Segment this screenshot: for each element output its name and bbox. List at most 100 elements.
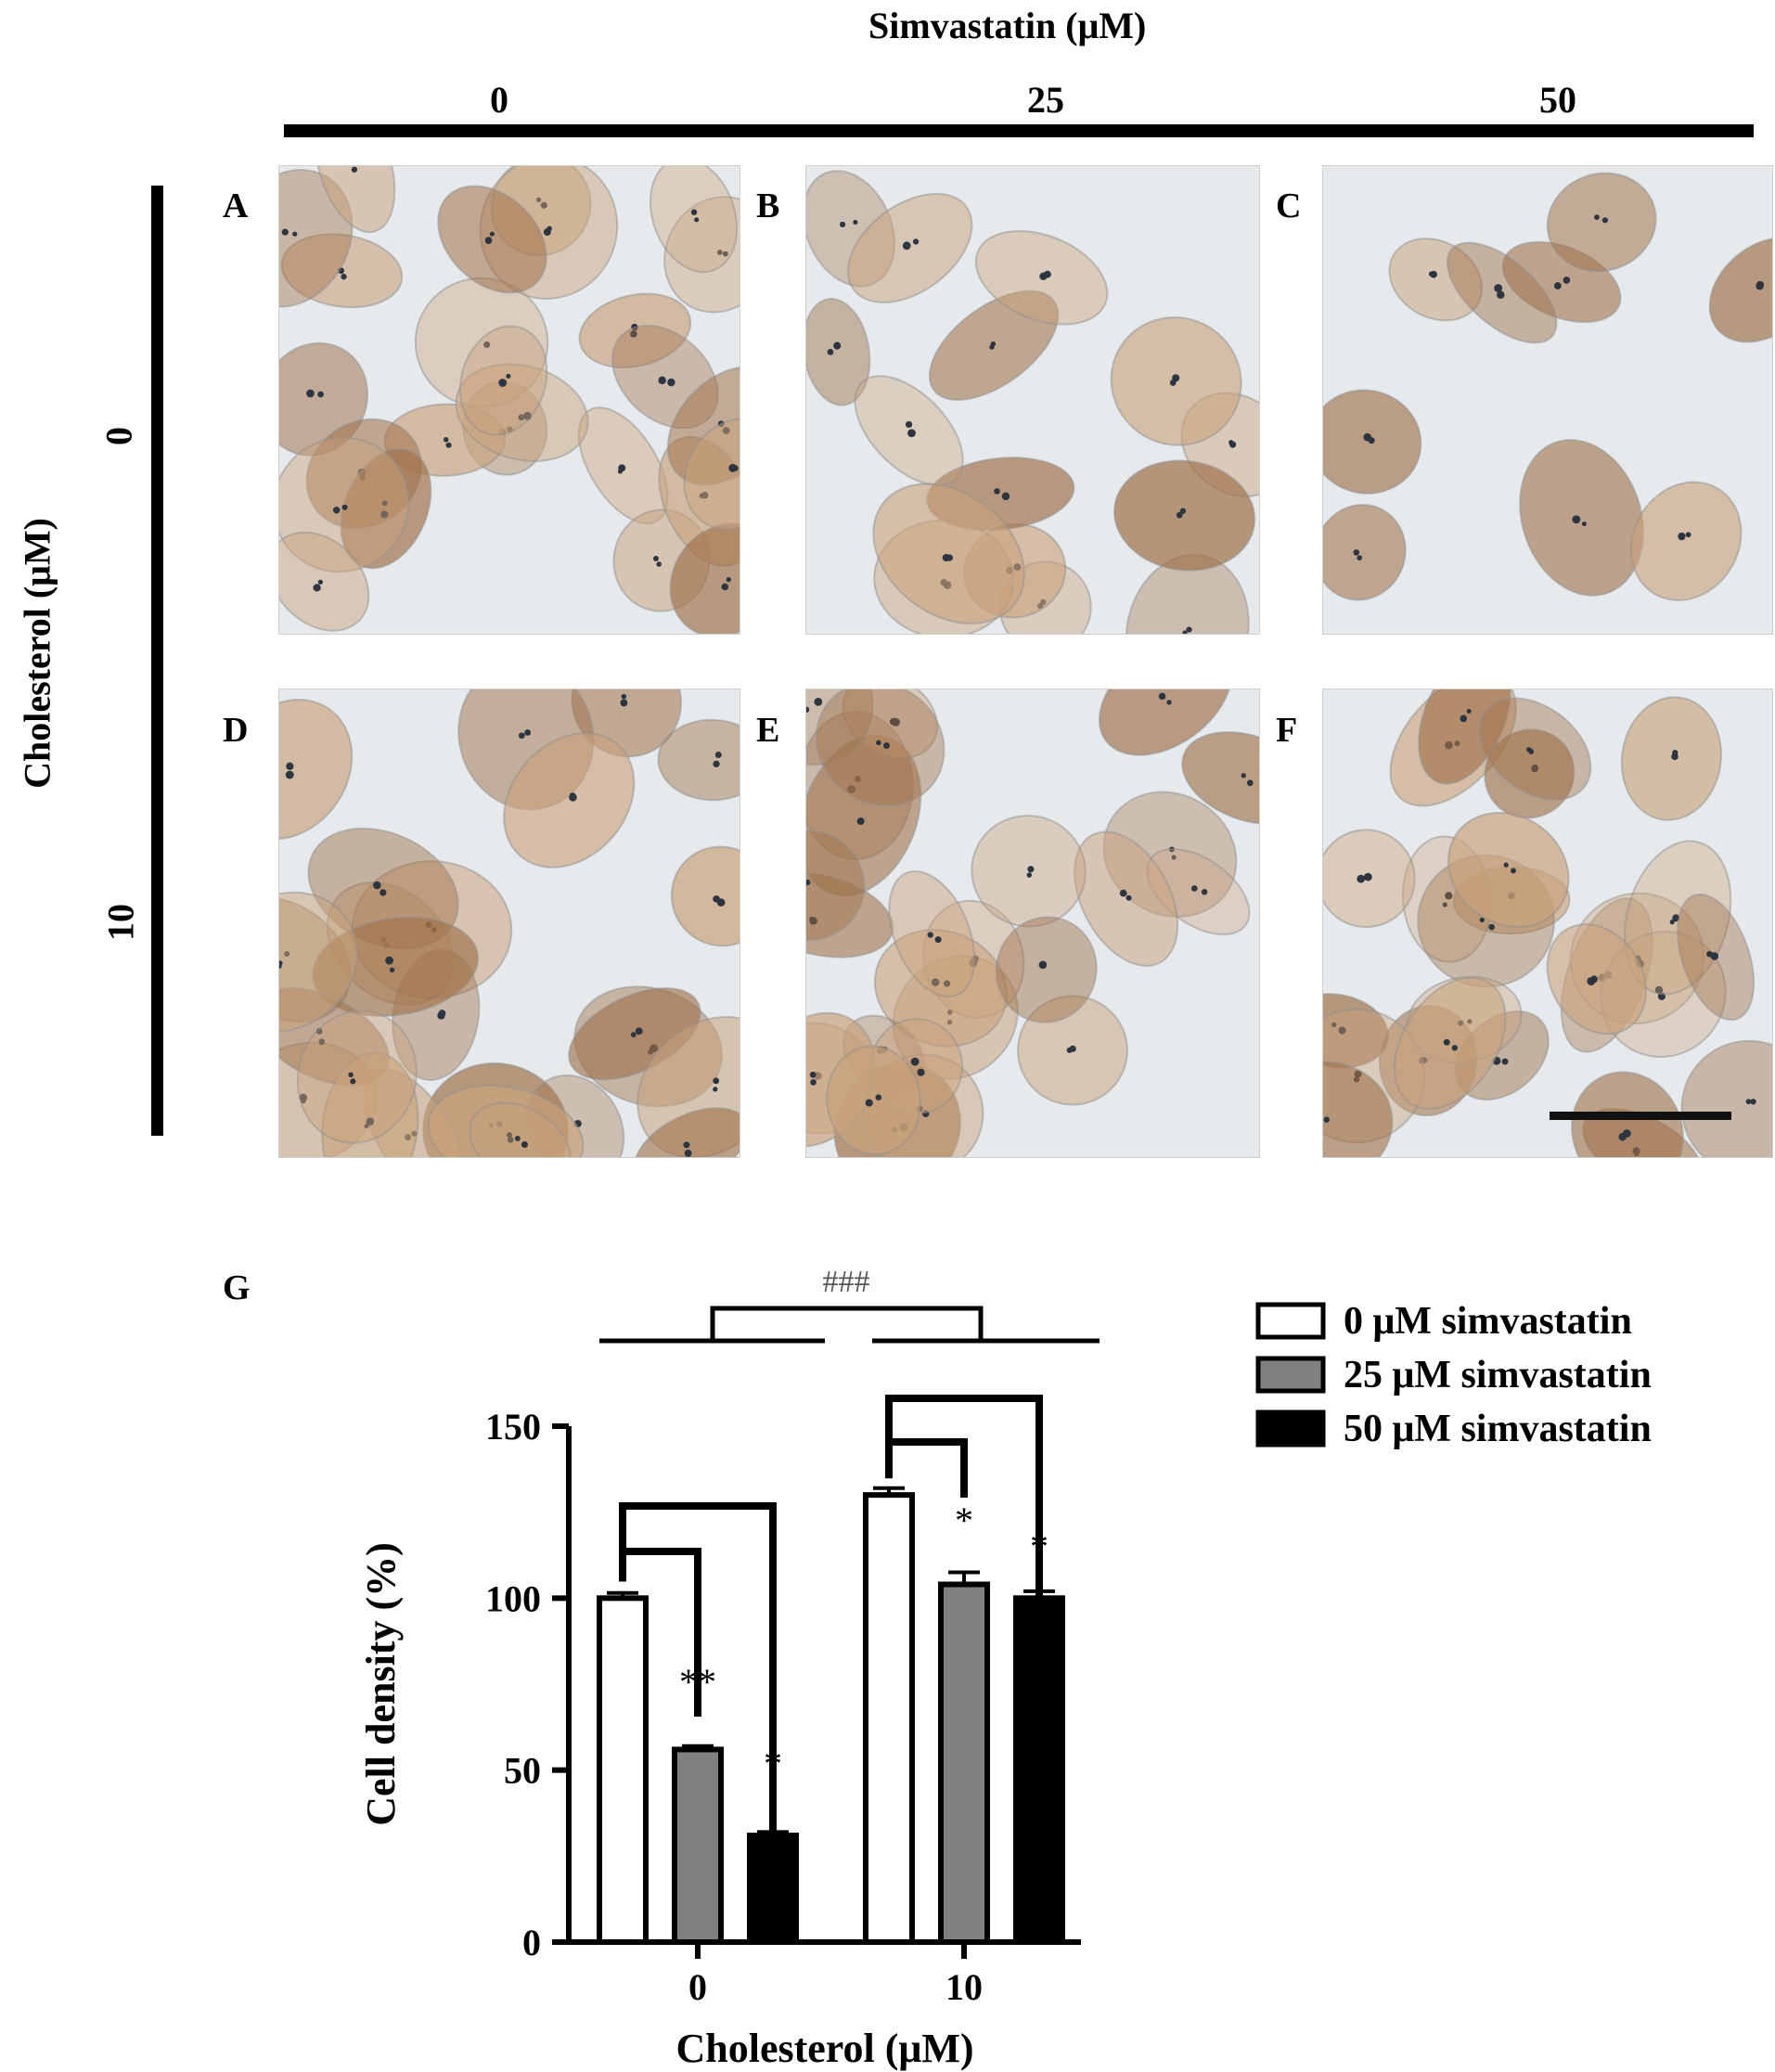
cell [1074,830,1179,967]
legend-label: 0 μM simvastatin [1344,1300,1632,1343]
cell [1181,730,1259,826]
group-significance-mark: ### [823,1265,870,1299]
nucleolus [690,209,698,215]
nucleolus [1563,277,1571,284]
nucleolus [445,442,452,448]
legend-label: 25 μM simvastatin [1344,1354,1652,1396]
nucleolus [713,1077,720,1085]
cell [872,483,1025,624]
bar [1013,1595,1065,1946]
nucleolus [934,936,942,944]
nucleolus [317,391,324,398]
nucleolus [518,414,525,421]
panel-letter-e: E [756,711,780,750]
cell [1484,728,1576,819]
y-tick-label: 150 [485,1406,541,1448]
nucleolus [1066,1047,1073,1053]
panel-letter-d: D [223,711,249,750]
nucleolus [484,237,493,244]
nucleolus [279,963,282,970]
nucleolus [917,1068,925,1076]
nucleolus [1685,532,1691,538]
nucleolus [617,469,623,474]
nucleolus [883,742,890,750]
cell [1447,811,1570,928]
column-label-25: 25 [1027,79,1064,121]
micrograph-texture [279,689,740,1157]
nucleolus [507,1132,512,1139]
nucleolus [1460,714,1467,723]
nucleolus [543,228,551,237]
significance-mark: ** [679,1661,716,1703]
micrograph-f [1322,689,1773,1158]
nucleolus [514,1136,521,1141]
nucleolus [927,932,933,938]
nucleolus [292,231,298,237]
nucleolus [635,1027,643,1036]
nucleolus [1531,764,1539,772]
cell [503,732,636,869]
nucleolus [1363,432,1372,442]
y-tick-label: 0 [522,1922,541,1963]
nucleolus [1338,1026,1346,1035]
nucleolus [716,250,723,255]
micrograph-texture [1323,166,1772,634]
nucleolus [856,817,865,825]
nucleolus [341,504,348,510]
cell [995,916,1098,1023]
nucleolus [1353,549,1360,556]
nucleolus [1601,217,1608,224]
cell [1629,481,1743,601]
micrograph-d [278,689,740,1158]
nucleolus [300,1098,306,1104]
nucleolus [1479,917,1485,922]
nucleolus [684,1149,692,1157]
cell [1546,172,1657,273]
cell [1620,696,1722,821]
nucleolus [1756,280,1765,290]
cell [1478,697,1592,801]
nucleolus [281,228,289,236]
nucleolus [942,554,950,562]
nucleolus [483,341,491,349]
nucleolus [498,379,508,387]
nucleolus [827,348,834,355]
cell [847,192,973,303]
cell [633,1107,740,1157]
nucleolus [1572,515,1581,524]
nucleolus [652,556,659,561]
legend-swatch [1255,1409,1326,1448]
nucleolus [1241,773,1246,779]
nucleolus [1594,214,1600,220]
nucleolus [620,699,628,707]
nucleolus [833,341,842,350]
nucleolus [1451,1045,1459,1051]
nucleolus [1158,692,1166,701]
cell [1708,237,1772,343]
nucleolus [806,879,811,885]
nucleolus [1179,508,1187,514]
nucleolus [722,251,728,257]
nucleolus [1166,700,1172,705]
micrograph-texture [1323,689,1772,1157]
nucleolus [313,584,321,592]
group-bracket [710,1306,984,1341]
nucleolus [1026,872,1033,878]
panel-letter-c: C [1276,187,1302,225]
nucleolus [1526,747,1532,753]
cell [683,418,740,531]
nucleolus [286,762,294,770]
nucleolus [713,894,720,903]
nucleolus [1501,1058,1509,1065]
cell [1519,439,1644,597]
nucleolus [317,579,323,585]
significance-bracket [885,1438,968,1498]
nucleolus [540,201,547,209]
nucleolus [1201,889,1208,895]
legend-label: 50 μM simvastatin [1344,1408,1652,1450]
nucleolus [1190,885,1198,892]
nucleolus [1443,1038,1450,1046]
x-axis-title: Cholesterol (μM) [675,2026,973,2071]
x-tick-label: 0 [688,1966,707,2008]
